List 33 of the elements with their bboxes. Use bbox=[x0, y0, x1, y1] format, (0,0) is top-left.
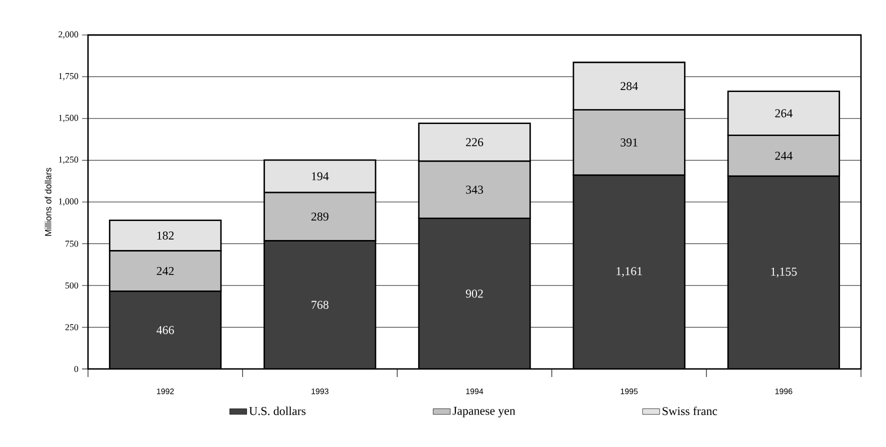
y-tick-label: 2,000 bbox=[58, 31, 78, 39]
x-tick-label: 1996 bbox=[775, 388, 792, 394]
x-tick-label: 1994 bbox=[466, 388, 484, 394]
data-label: 289 bbox=[311, 212, 328, 221]
y-tick-label: 250 bbox=[65, 324, 78, 330]
data-label: 902 bbox=[466, 290, 483, 298]
y-tick-label: 500 bbox=[65, 282, 78, 289]
data-label: 284 bbox=[620, 82, 638, 90]
data-label: 1,161 bbox=[616, 267, 642, 277]
data-label: 226 bbox=[466, 138, 484, 146]
data-label: 466 bbox=[156, 326, 174, 334]
x-tick-label: 1993 bbox=[312, 388, 328, 394]
data-label: 391 bbox=[620, 138, 638, 146]
data-label: 343 bbox=[466, 186, 484, 194]
y-tick-label: 750 bbox=[66, 240, 78, 247]
y-axis-title: Millions of dollars bbox=[44, 168, 52, 236]
data-label: 194 bbox=[312, 172, 329, 180]
y-tick-label: 1,000 bbox=[59, 198, 78, 206]
data-label: 768 bbox=[312, 300, 328, 309]
y-tick-label: 1,750 bbox=[59, 73, 78, 80]
data-label: 242 bbox=[156, 266, 174, 275]
legend-label: U.S. dollars bbox=[249, 406, 306, 416]
y-tick-label: 1,250 bbox=[59, 156, 78, 164]
x-tick-label: 1995 bbox=[620, 388, 638, 394]
data-label: 264 bbox=[775, 109, 793, 118]
y-tick-label: 1,500 bbox=[59, 114, 78, 122]
y-tick-label: 0 bbox=[74, 366, 78, 372]
data-label: 244 bbox=[775, 152, 793, 160]
x-tick-label: 1992 bbox=[157, 388, 174, 394]
legend-label: Swiss franc bbox=[662, 406, 718, 416]
legend-label: Japanese yen bbox=[452, 406, 516, 418]
data-label: 182 bbox=[157, 232, 174, 240]
data-label: 1,155 bbox=[771, 268, 797, 278]
